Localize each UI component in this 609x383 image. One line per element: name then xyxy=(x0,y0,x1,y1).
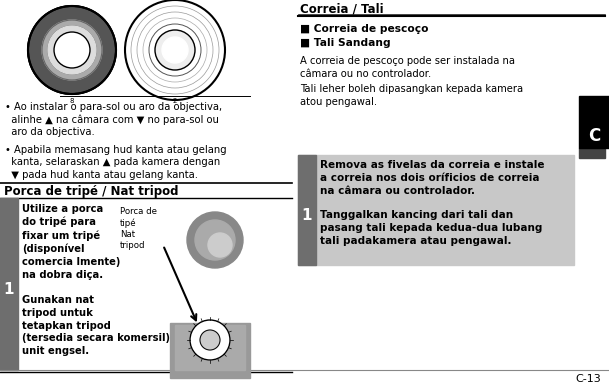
Circle shape xyxy=(42,20,102,80)
Text: Utilize a porca
do tripé para
fixar um tripé
(disponível
comercia lmente)
na dob: Utilize a porca do tripé para fixar um t… xyxy=(22,204,121,280)
Circle shape xyxy=(162,37,188,63)
Text: ■ Correia de pescoço: ■ Correia de pescoço xyxy=(300,24,429,34)
Circle shape xyxy=(28,6,116,94)
Text: 1: 1 xyxy=(4,283,14,298)
Circle shape xyxy=(187,212,243,268)
Text: Correia / Tali: Correia / Tali xyxy=(300,2,384,15)
Circle shape xyxy=(54,32,90,68)
Bar xyxy=(579,96,609,148)
Circle shape xyxy=(28,6,116,94)
Text: C-13: C-13 xyxy=(575,374,600,383)
Text: Gunakan nat
tripod untuk
tetapkan tripod
(tersedia secara komersil) kepada
unit : Gunakan nat tripod untuk tetapkan tripod… xyxy=(22,295,215,356)
Circle shape xyxy=(190,320,230,360)
Circle shape xyxy=(155,30,195,70)
Text: • Apabila memasang hud kanta atau gelang
  kanta, selaraskan ▲ pada kamera denga: • Apabila memasang hud kanta atau gelang… xyxy=(5,145,227,180)
Bar xyxy=(0,198,18,370)
Bar xyxy=(170,323,250,378)
Text: 2: 2 xyxy=(173,98,177,104)
Bar xyxy=(579,148,605,158)
Text: 1: 1 xyxy=(301,208,312,223)
Bar xyxy=(298,155,316,265)
Circle shape xyxy=(200,330,220,350)
Circle shape xyxy=(208,233,232,257)
Circle shape xyxy=(54,32,90,68)
Text: 8: 8 xyxy=(70,98,74,104)
Bar xyxy=(298,155,574,265)
Circle shape xyxy=(48,26,96,74)
Text: A correia de pescoço pode ser instalada na
câmara ou no controlador.: A correia de pescoço pode ser instalada … xyxy=(300,56,515,79)
Text: Tanggalkan kancing dari tali dan
pasang tali kepada kedua-dua lubang
tali padaka: Tanggalkan kancing dari tali dan pasang … xyxy=(320,210,543,246)
Text: • Ao instalar o para-sol ou aro da objectiva,
  alinhe ▲ na câmara com ▼ no para: • Ao instalar o para-sol ou aro da objec… xyxy=(5,102,222,137)
Circle shape xyxy=(195,220,235,260)
Text: Tali leher boleh dipasangkan kepada kamera
atou pengawal.: Tali leher boleh dipasangkan kepada kame… xyxy=(300,84,523,107)
Circle shape xyxy=(125,0,225,100)
Text: Porca de
tipé
Nat
tripod: Porca de tipé Nat tripod xyxy=(120,207,157,250)
Text: Remova as fivelas da correia e instale
a correia nos dois oríficios de correia
n: Remova as fivelas da correia e instale a… xyxy=(320,160,544,196)
Bar xyxy=(175,325,245,370)
Text: Porca de tripé / Nat tripod: Porca de tripé / Nat tripod xyxy=(4,185,178,198)
Text: C: C xyxy=(588,127,600,145)
Text: ■ Tali Sandang: ■ Tali Sandang xyxy=(300,38,390,48)
